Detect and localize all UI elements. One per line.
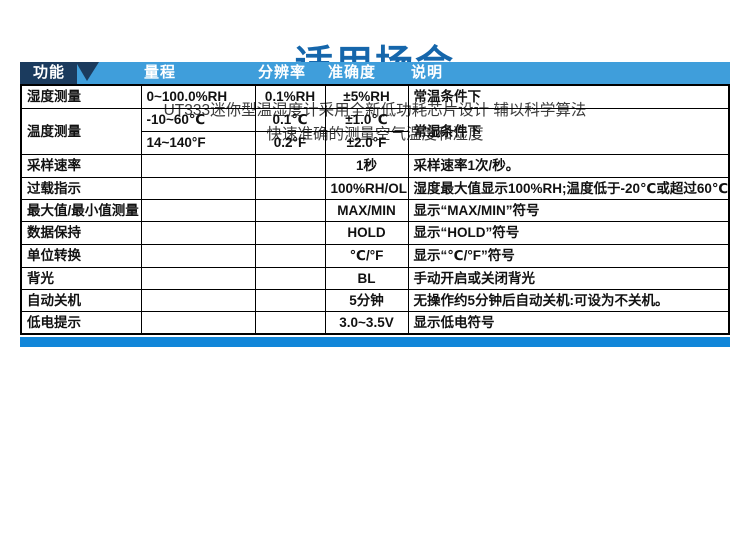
row-overload: 过载指示 100%RH/OL 湿度最大值显示100%RH;温度低于-20℃或超过… — [20, 176, 730, 200]
column-header-resolution: 分辨率 — [258, 64, 307, 81]
cell-accuracy: ±5%RH — [324, 84, 409, 109]
cell-function: 背光 — [20, 266, 142, 290]
cell-note: 常湿条件下 — [407, 107, 730, 155]
cell-note: 显示“MAX/MIN”符号 — [407, 198, 730, 222]
cell-range — [140, 243, 256, 268]
cell-note: 常温条件下 — [407, 84, 730, 109]
spec-table-section: 功能 量程 分辨率 准确度 说明 湿度测量 0~100.0%RH 0.1%RH … — [20, 62, 730, 347]
cell-accuracy: BL — [324, 266, 409, 290]
cell-accuracy: 5分钟 — [324, 288, 409, 312]
cell-function: 低电提示 — [20, 310, 142, 334]
row-temperature-celsius: 温度测量 -10~60℃ 0.1℃ ±1.0℃ 常湿条件下 — [20, 107, 730, 155]
cell-range — [140, 310, 256, 334]
row-max-min: 最大值/最小值测量 MAX/MIN 显示“MAX/MIN”符号 — [20, 198, 730, 222]
cell-range — [140, 220, 256, 245]
cell-accuracy: ±2.0°F — [324, 130, 409, 155]
cell-function: 数据保持 — [20, 220, 142, 245]
cell-note: 采样速率1次/秒。 — [407, 153, 730, 178]
function-tab-ribbon — [20, 62, 99, 84]
cell-accuracy: MAX/MIN — [324, 198, 409, 222]
cell-note: 手动开启或关闭背光 — [407, 266, 730, 290]
column-header-function: 功能 — [33, 64, 66, 81]
row-data-hold: 数据保持 HOLD 显示“HOLD”符号 — [20, 220, 730, 245]
cell-range: -10~60℃ — [140, 107, 256, 132]
cell-resolution — [254, 198, 326, 222]
cell-resolution: 0.2°F — [254, 130, 326, 155]
cell-function: 采样速率 — [20, 153, 142, 178]
column-header-range: 量程 — [144, 64, 177, 81]
cell-function: 自动关机 — [20, 288, 142, 312]
cell-accuracy: ℃/°F — [324, 243, 409, 268]
cell-function: 温度测量 — [20, 107, 142, 155]
cell-resolution — [254, 243, 326, 268]
cell-accuracy: 100%RH/OL — [324, 176, 409, 200]
cell-range — [140, 198, 256, 222]
column-header-note: 说明 — [411, 64, 444, 81]
cell-resolution: 0.1℃ — [254, 107, 326, 132]
row-backlight: 背光 BL 手动开启或关闭背光 — [20, 266, 730, 290]
cell-accuracy: 3.0~3.5V — [324, 310, 409, 334]
cell-function: 最大值/最小值测量 — [20, 198, 142, 222]
cell-resolution — [254, 220, 326, 245]
cell-accuracy: 1秒 — [324, 153, 409, 178]
cell-range — [140, 266, 256, 290]
cell-resolution: 0.1%RH — [254, 84, 326, 109]
cell-resolution — [254, 176, 326, 200]
row-temperature-fahrenheit: 14~140°F 0.2°F ±2.0°F — [21, 130, 729, 155]
cell-range — [140, 288, 256, 312]
cell-note: 显示“HOLD”符号 — [407, 220, 730, 245]
cell-resolution — [254, 310, 326, 334]
cell-resolution — [254, 266, 326, 290]
row-unit-switch: 单位转换 ℃/°F 显示“℃/°F”符号 — [20, 243, 730, 268]
cell-note: 显示低电符号 — [407, 310, 730, 334]
cell-accuracy: ±1.0℃ — [324, 107, 409, 132]
table-header-bar: 功能 量程 分辨率 准确度 说明 — [20, 62, 730, 84]
column-header-accuracy: 准确度 — [328, 64, 377, 81]
cell-range — [140, 176, 256, 200]
cell-note: 湿度最大值显示100%RH;温度低于-20℃或超过60℃时显示“OL”符号。 — [407, 176, 730, 200]
cell-range: 14~140°F — [140, 130, 256, 155]
row-sampling-rate: 采样速率 1秒 采样速率1次/秒。 — [20, 153, 730, 178]
cell-range — [140, 153, 256, 178]
cell-range: 0~100.0%RH — [140, 84, 256, 109]
spec-table: 湿度测量 0~100.0%RH 0.1%RH ±5%RH 常温条件下 温度测量 … — [20, 84, 730, 335]
cell-note: 无操作约5分钟后自动关机:可设为不关机。 — [407, 288, 730, 312]
divider-bar — [20, 336, 730, 347]
row-low-battery: 低电提示 3.0~3.5V 显示低电符号 — [20, 310, 730, 334]
cell-accuracy: HOLD — [324, 220, 409, 245]
cell-function: 单位转换 — [20, 243, 142, 268]
row-auto-power-off: 自动关机 5分钟 无操作约5分钟后自动关机:可设为不关机。 — [20, 288, 730, 312]
cell-function: 过载指示 — [20, 176, 142, 200]
cell-note: 显示“℃/°F”符号 — [407, 243, 730, 268]
cell-resolution — [254, 153, 326, 178]
product-spec-page: 功能 量程 分辨率 准确度 说明 湿度测量 0~100.0%RH 0.1%RH … — [0, 46, 750, 533]
cell-function: 湿度测量 — [20, 84, 142, 109]
cell-resolution — [254, 288, 326, 312]
row-humidity: 湿度测量 0~100.0%RH 0.1%RH ±5%RH 常温条件下 — [20, 84, 730, 109]
